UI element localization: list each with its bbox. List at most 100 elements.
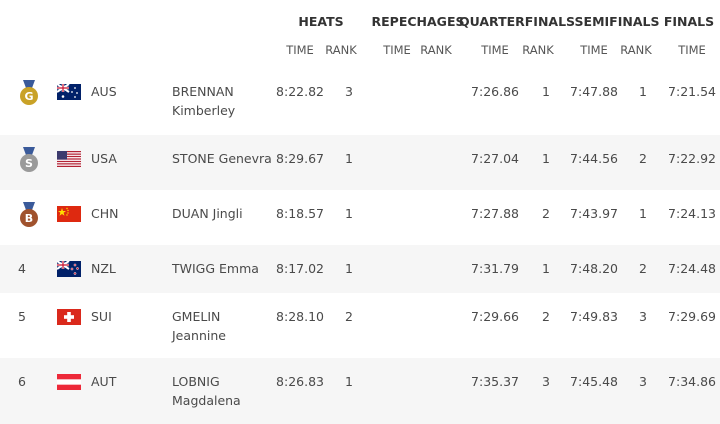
quarterfinals-rank: 1 <box>542 151 550 166</box>
result-row: G AUS BRENNAN Kimberley 8:22.82 3 7:26.86 1 7:47… <box>0 68 720 135</box>
semifinals-time: 7:44.56 <box>570 151 618 166</box>
country-code: NZL <box>91 261 116 276</box>
result-row: 4 NZL TWIGG Emma 8:17.02 1 7:31.79 1 7:48.20 2 7:… <box>0 245 720 293</box>
quarterfinals-time: 7:31.79 <box>471 261 519 276</box>
result-row: 5 SUI GMELIN Jeannine 8:28.10 2 7:29.66 2 7:49.8… <box>0 293 720 358</box>
finals-time: 7:24.48 <box>668 261 716 276</box>
athlete-name: LOBNIG Magdalena <box>172 372 241 410</box>
semifinals-time: 7:45.48 <box>570 374 618 389</box>
finals-time: 7:24.13 <box>668 206 716 221</box>
group-label: REPECHAGES <box>371 14 465 29</box>
name-line: Magdalena <box>172 393 241 408</box>
header: HEATS REPECHAGES QUARTERFINALS SEMIFINAL… <box>0 0 720 68</box>
name-line: Kimberley <box>172 103 236 118</box>
result-row: B CHN DUAN Jingli 8:18.57 1 7:27.88 2 7:43.97 1 7… <box>0 190 720 245</box>
quarterfinals-rank: 1 <box>542 261 550 276</box>
subheader: TIME <box>678 43 706 57</box>
quarterfinals-time: 7:35.37 <box>471 374 519 389</box>
rank: 4 <box>18 261 26 276</box>
name-line: GMELIN <box>172 309 221 324</box>
medal-letter: G <box>24 90 33 103</box>
quarterfinals-time: 7:27.88 <box>471 206 519 221</box>
rank: 5 <box>18 309 26 324</box>
heats-time: 8:18.57 <box>276 206 324 221</box>
quarterfinals-rank: 2 <box>542 309 550 324</box>
rank: 6 <box>18 374 26 389</box>
group-label: SEMIFINALS <box>574 14 660 29</box>
flag <box>57 151 81 167</box>
heats-rank: 1 <box>345 374 353 389</box>
quarterfinals-rank: 2 <box>542 206 550 221</box>
group-label: QUARTERFINALS <box>458 14 576 29</box>
flag <box>57 261 81 277</box>
subheader: RANK <box>522 43 554 57</box>
athlete-name: GMELIN Jeannine <box>172 307 226 345</box>
flag <box>57 309 81 325</box>
medal-icon: B <box>20 202 38 227</box>
name-line: TWIGG Emma <box>172 261 259 276</box>
quarterfinals-rank: 3 <box>542 374 550 389</box>
subheader: RANK <box>420 43 452 57</box>
heats-time: 8:29.67 <box>276 151 324 166</box>
result-row: 6 AUT LOBNIG Magdalena 8:26.83 1 7:35.37 3 7:45.… <box>0 358 720 424</box>
group-label: HEATS <box>298 14 344 29</box>
subheader: RANK <box>325 43 357 57</box>
semifinals-time: 7:43.97 <box>570 206 618 221</box>
name-line: BRENNAN <box>172 84 234 99</box>
heats-rank: 1 <box>345 206 353 221</box>
subheader: RANK <box>620 43 652 57</box>
heats-time: 8:17.02 <box>276 261 324 276</box>
quarterfinals-time: 7:29.66 <box>471 309 519 324</box>
country-code: CHN <box>91 206 119 221</box>
flag <box>57 84 81 100</box>
medal-icon: S <box>20 147 38 172</box>
medal-letter: S <box>25 157 33 170</box>
semifinals-rank: 3 <box>639 309 647 324</box>
country-code: USA <box>91 151 117 166</box>
finals-time: 7:29.69 <box>668 309 716 324</box>
semifinals-rank: 2 <box>639 151 647 166</box>
medal-letter: B <box>25 212 33 225</box>
subheader: TIME <box>383 43 411 57</box>
semifinals-time: 7:49.83 <box>570 309 618 324</box>
semifinals-rank: 3 <box>639 374 647 389</box>
finals-time: 7:34.86 <box>668 374 716 389</box>
group-label: FINALS <box>663 14 715 29</box>
quarterfinals-time: 7:27.04 <box>471 151 519 166</box>
subheader: TIME <box>481 43 509 57</box>
subheader: TIME <box>580 43 608 57</box>
name-line: LOBNIG <box>172 374 220 389</box>
semifinals-rank: 1 <box>639 206 647 221</box>
quarterfinals-rank: 1 <box>542 84 550 99</box>
semifinals-time: 7:48.20 <box>570 261 618 276</box>
heats-rank: 2 <box>345 309 353 324</box>
heats-rank: 3 <box>345 84 353 99</box>
semifinals-rank: 1 <box>639 84 647 99</box>
subheader: TIME <box>286 43 314 57</box>
country-code: AUT <box>91 374 117 389</box>
country-code: AUS <box>91 84 117 99</box>
heats-time: 8:28.10 <box>276 309 324 324</box>
flag <box>57 206 81 222</box>
name-line: Jeannine <box>172 328 226 343</box>
athlete-name: DUAN Jingli <box>172 204 243 223</box>
flag <box>57 374 81 390</box>
heats-time: 8:22.82 <box>276 84 324 99</box>
heats-rank: 1 <box>345 261 353 276</box>
country-code: SUI <box>91 309 112 324</box>
semifinals-rank: 2 <box>639 261 647 276</box>
athlete-name: STONE Genevra <box>172 149 272 168</box>
heats-rank: 1 <box>345 151 353 166</box>
medal-icon: G <box>20 80 38 105</box>
semifinals-time: 7:47.88 <box>570 84 618 99</box>
athlete-name: TWIGG Emma <box>172 259 259 278</box>
name-line: DUAN Jingli <box>172 206 243 221</box>
name-line: STONE Genevra <box>172 151 272 166</box>
athlete-name: BRENNAN Kimberley <box>172 82 235 120</box>
heats-time: 8:26.83 <box>276 374 324 389</box>
result-row: S USA STONE Genevra 8:29.67 1 7:27.04 1 7:44.56… <box>0 135 720 190</box>
quarterfinals-time: 7:26.86 <box>471 84 519 99</box>
finals-time: 7:21.54 <box>668 84 716 99</box>
finals-time: 7:22.92 <box>668 151 716 166</box>
